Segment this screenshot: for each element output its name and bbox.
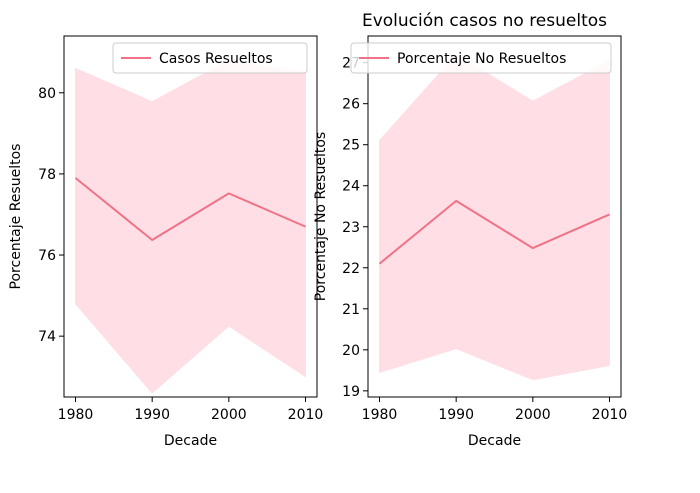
x-axis-label: Decade	[468, 433, 521, 449]
legend-label: Casos Resueltos	[159, 51, 273, 67]
series-line	[378, 199, 610, 265]
y-tick-label: 76	[38, 248, 56, 264]
confidence-band	[379, 53, 610, 381]
legend-box	[350, 42, 612, 74]
legend: Casos Resueltos	[112, 42, 308, 74]
y-tick-label: 22	[342, 261, 360, 277]
axes-frame	[63, 35, 318, 398]
y-axis-label: Porcentaje No Resueltos	[313, 132, 329, 301]
chart-title: Evolución casos no resueltos	[362, 11, 607, 31]
legend-label: Porcentaje No Resueltos	[397, 51, 566, 67]
x-tick-label: 2010	[592, 407, 628, 423]
y-tick-label: 20	[342, 343, 360, 359]
y-tick-label: 21	[342, 302, 360, 318]
plot-area	[74, 59, 306, 394]
axes-frame	[367, 35, 622, 398]
y-axis-label: Porcentaje Resueltos	[8, 144, 24, 290]
x-tick-label: 1980	[362, 407, 398, 423]
legend: Porcentaje No Resueltos	[350, 42, 612, 74]
y-tick-label: 80	[38, 86, 56, 102]
y-tick-label: 78	[38, 167, 56, 183]
series-line	[74, 177, 306, 242]
x-tick-label: 2010	[288, 407, 324, 423]
y-tick-label: 19	[342, 384, 360, 400]
y-tick-label: 26	[342, 97, 360, 113]
x-tick-label: 2000	[211, 407, 247, 423]
y-tick-label: 24	[342, 179, 360, 195]
confidence-band	[75, 59, 306, 394]
legend-box	[112, 42, 308, 74]
x-tick-label: 2000	[515, 407, 551, 423]
y-tick-label: 25	[342, 138, 360, 154]
x-tick-label: 1990	[438, 407, 474, 423]
y-tick-label: 74	[38, 329, 56, 345]
x-tick-label: 1990	[134, 407, 170, 423]
plot-area	[378, 53, 610, 381]
y-tick-label: 23	[342, 220, 360, 236]
subplot-left: 1980 1990 2000 2010 74 76 78 80 Decade Porcentaje…	[8, 35, 324, 449]
subplot-right: 1980199020002010192021222324252627Decade…	[313, 11, 627, 449]
x-tick-label: 1980	[58, 407, 94, 423]
x-axis-label: Decade	[164, 433, 217, 449]
